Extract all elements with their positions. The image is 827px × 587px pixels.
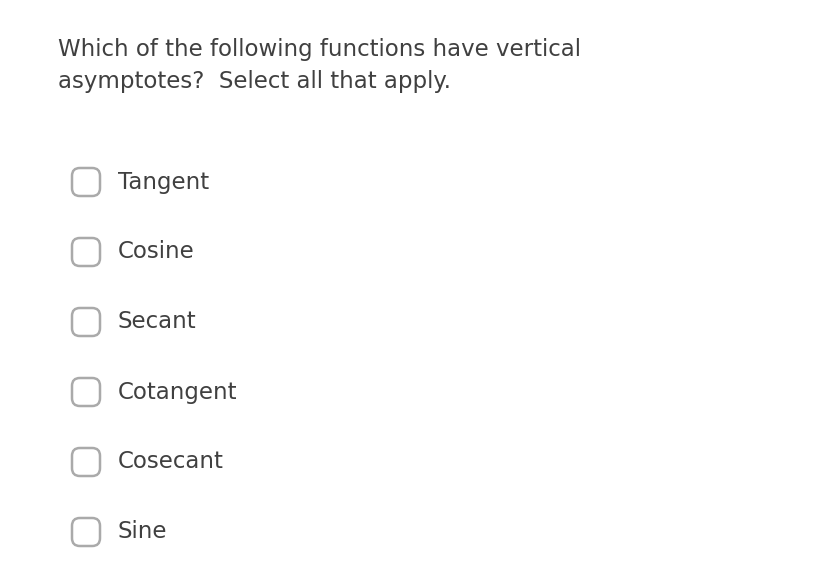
FancyBboxPatch shape	[72, 168, 100, 196]
FancyBboxPatch shape	[72, 448, 100, 476]
Text: Which of the following functions have vertical: Which of the following functions have ve…	[58, 38, 581, 61]
FancyBboxPatch shape	[72, 518, 100, 546]
Text: Secant: Secant	[118, 311, 196, 333]
FancyBboxPatch shape	[72, 308, 100, 336]
Text: Cosecant: Cosecant	[118, 450, 223, 474]
Text: Cotangent: Cotangent	[118, 380, 237, 403]
Text: Cosine: Cosine	[118, 241, 194, 264]
Text: Tangent: Tangent	[118, 170, 209, 194]
Text: Sine: Sine	[118, 521, 167, 544]
FancyBboxPatch shape	[72, 378, 100, 406]
Text: asymptotes?  Select all that apply.: asymptotes? Select all that apply.	[58, 70, 451, 93]
FancyBboxPatch shape	[72, 238, 100, 266]
